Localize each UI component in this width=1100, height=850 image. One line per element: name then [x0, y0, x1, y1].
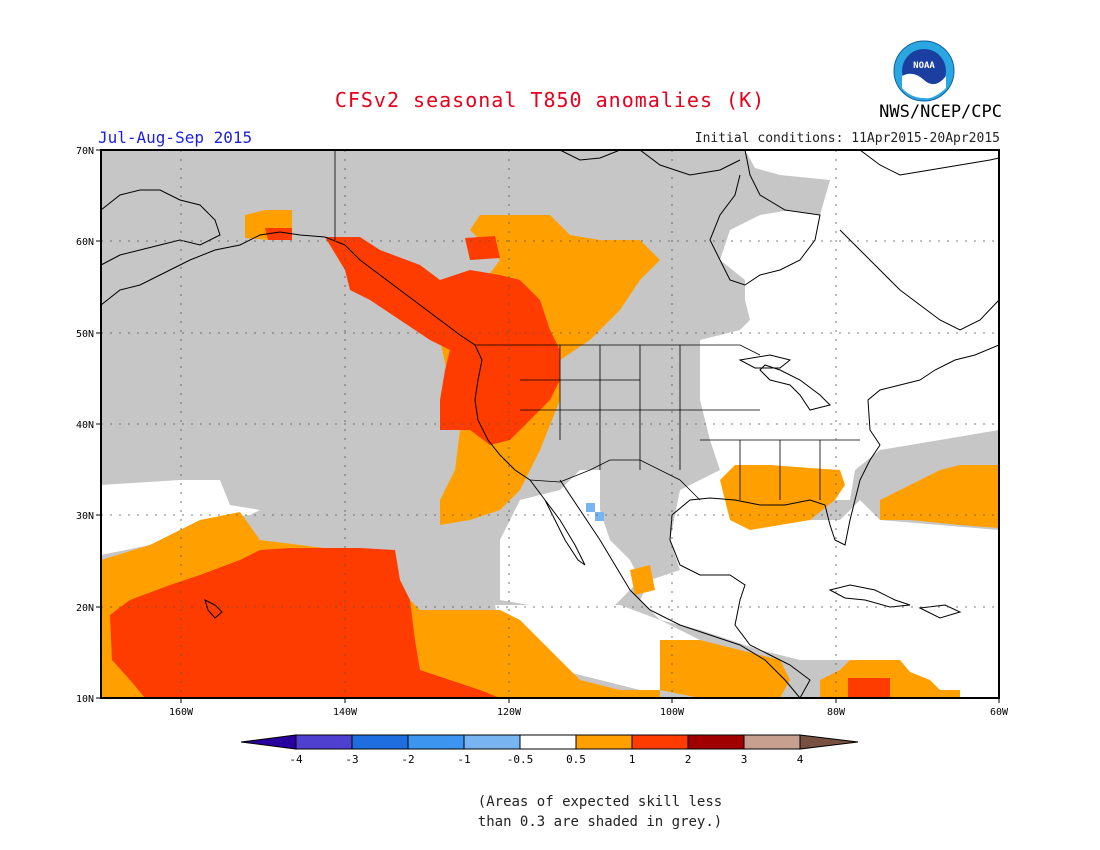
colorbar-arrow-right	[799, 734, 859, 750]
footnote-line-1: (Areas of expected skill less	[477, 794, 723, 810]
coastline-arctic-2	[559, 150, 621, 161]
colorbar-tick: -2	[401, 753, 414, 766]
coastline-baja	[529, 479, 586, 566]
colorbar-cell	[463, 734, 521, 750]
colorbar-tick: 1	[629, 753, 636, 766]
colorbar-cell	[743, 734, 801, 750]
colorbar-cell	[407, 734, 465, 750]
colorbar-tick: -3	[345, 753, 358, 766]
noaa-logo-icon: NOAA	[893, 40, 955, 102]
coastline-hispaniola	[918, 604, 962, 619]
graticule	[101, 150, 999, 698]
footnote-line-2: than 0.3 are shaded in grey.)	[477, 814, 723, 830]
coastline-alaska-west	[101, 189, 221, 266]
lat-label: 10N	[76, 694, 94, 705]
logo-text: NOAA	[913, 61, 935, 71]
light-blue-spot	[595, 512, 604, 521]
coastline-hudson	[709, 150, 821, 286]
coastline-mexico-west	[559, 479, 801, 698]
coastline-arctic	[639, 150, 741, 176]
lat-label: 20N	[76, 603, 94, 614]
coastline-hawaii	[204, 599, 223, 619]
colorbar-cell	[351, 734, 409, 750]
colorbar-cell	[575, 734, 633, 750]
coastline-gulf	[669, 379, 921, 698]
colorbar-arrow-left	[240, 734, 297, 750]
white-region-subtropic	[101, 480, 260, 555]
coastline-greenland	[859, 150, 999, 176]
lon-label: 120W	[497, 707, 522, 718]
orange-atlantic	[880, 465, 999, 528]
initial-conditions: Initial conditions: 11Apr2015-20Apr2015	[694, 131, 1000, 146]
white-region-greenland	[820, 150, 999, 210]
border-us-canada	[475, 344, 761, 356]
white-region-east	[700, 150, 999, 500]
coastline-alaska	[101, 231, 346, 306]
border-us-mexico	[529, 459, 701, 501]
lat-label: 30N	[76, 511, 94, 522]
coastline-cuba	[828, 584, 911, 608]
lon-label: 80W	[827, 707, 846, 718]
colorbar-cell	[687, 734, 745, 750]
colorbar-tick: 4	[797, 753, 804, 766]
colorbar-cell	[295, 734, 353, 750]
red-caribbean-spot	[848, 678, 890, 698]
white-region-mexico	[500, 470, 640, 620]
lat-label: 40N	[76, 420, 94, 431]
colorbar-tick: 2	[685, 753, 692, 766]
lon-label: 100W	[660, 707, 685, 718]
colorbar-tick: 3	[741, 753, 748, 766]
state-lines	[520, 345, 860, 500]
red-northwest	[325, 237, 560, 445]
lat-label: 60N	[76, 237, 94, 248]
lat-label: 50N	[76, 329, 94, 340]
orange-mexico-spot	[630, 565, 655, 595]
chart-title: CFSv2 seasonal T850 anomalies (K)	[334, 88, 766, 112]
light-blue-spot	[586, 503, 595, 512]
lon-label: 60W	[990, 707, 1009, 718]
lon-label: 140W	[333, 707, 358, 718]
coastline-lake-superior	[738, 354, 792, 369]
colorbar-tick: -1	[457, 753, 470, 766]
coastline-labrador	[839, 229, 999, 331]
lat-label: 70N	[76, 146, 94, 157]
footnote: (Areas of expected skill less than 0.3 a…	[0, 792, 1100, 832]
lon-label: 160W	[169, 707, 194, 718]
colorbar	[240, 734, 859, 750]
white-region-eq	[495, 605, 700, 690]
orange-southeast	[720, 465, 845, 530]
colorbar-cell	[631, 734, 689, 750]
red-yukon-edge	[465, 236, 500, 260]
red-alaska-spot	[265, 228, 292, 240]
colorbar-tick: -0.5	[507, 753, 534, 766]
white-region-gulf	[640, 470, 999, 698]
colorbar-cell	[519, 734, 577, 750]
orange-central-america	[660, 640, 790, 698]
red-pacific	[110, 548, 500, 698]
season-label: Jul-Aug-Sep 2015	[98, 128, 253, 147]
colorbar-tick: 0.5	[566, 753, 586, 766]
colorbar-tick: -4	[289, 753, 303, 766]
coastline-northeast	[919, 344, 999, 381]
coastline-bc	[344, 244, 531, 481]
agency-label: NWS/NCEP/CPC	[879, 102, 1002, 122]
